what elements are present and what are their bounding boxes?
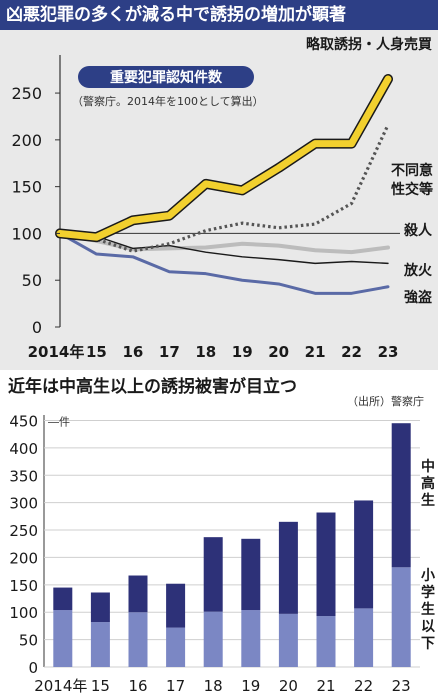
x-tick-label: 19 bbox=[241, 677, 260, 695]
bar-segment-elementary bbox=[391, 567, 411, 667]
bar-segment-elementary bbox=[53, 610, 73, 667]
bar-segment-secondary bbox=[391, 423, 411, 568]
series-line bbox=[59, 124, 390, 253]
series-label-secondary: 中高生 bbox=[421, 458, 435, 509]
line-chart: 0 50 100 150 200 250 2014年 15 16 17 18 19 20 21 22 23 略… bbox=[0, 30, 438, 370]
chart1-title: 重要犯罪認知件数 bbox=[110, 69, 223, 86]
x-tick-label: 2014年 bbox=[28, 343, 85, 361]
bar-segment-secondary bbox=[354, 500, 374, 609]
series-line bbox=[59, 232, 389, 265]
bar-segment-elementary bbox=[278, 613, 298, 667]
bar-segment-elementary bbox=[166, 627, 186, 667]
y-tick-label: 200 bbox=[9, 549, 38, 567]
x-tick-label: 18 bbox=[204, 677, 223, 695]
bar-chart: 0 50 100 150 200 250 300 350 400 450 ―件 2014年 15 16 17… bbox=[0, 405, 438, 699]
y-tick-label: 50 bbox=[22, 271, 42, 290]
x-tick-label: 16 bbox=[128, 677, 147, 695]
series-label-arson: 放火 bbox=[403, 262, 433, 279]
chart2-title: 近年は中高生以上の誘拐被害が目立つ bbox=[8, 377, 297, 397]
y-tick-label: 150 bbox=[9, 577, 38, 595]
x-tick-label: 17 bbox=[159, 343, 180, 361]
y-tick-label: 300 bbox=[9, 495, 38, 513]
x-tick-label: 20 bbox=[279, 677, 298, 695]
chart1-subtitle: （警察庁。2014年を100として算出） bbox=[72, 94, 264, 108]
series-line bbox=[58, 231, 390, 295]
bar-segment-secondary bbox=[128, 575, 148, 613]
line-chart-svg: 0 50 100 150 200 250 2014年 15 16 17 18 19 20 21 22 23 略… bbox=[11, 36, 433, 361]
x-tick-label: 22 bbox=[341, 343, 362, 361]
series-label-murder: 殺人 bbox=[403, 222, 433, 239]
bar-segment-elementary bbox=[128, 612, 148, 667]
y-tick-label: 150 bbox=[11, 178, 42, 197]
x-tick-label: 20 bbox=[268, 343, 289, 361]
bar-segment-elementary bbox=[241, 610, 261, 667]
series-label-kidnapping: 略取誘拐・人身売買 bbox=[306, 36, 433, 53]
x-tick-label: 17 bbox=[166, 677, 185, 695]
x-tick-label: 21 bbox=[316, 677, 335, 695]
pill-background bbox=[78, 66, 254, 88]
bar-segment-elementary bbox=[203, 611, 223, 667]
bar-chart-svg: 0 50 100 150 200 250 300 350 400 450 ―件 2014年 15 16 17… bbox=[9, 412, 435, 695]
y-tick-label: 350 bbox=[9, 467, 38, 485]
x-tick-label: 18 bbox=[195, 343, 216, 361]
chart2-source: （出所）警察庁 bbox=[347, 395, 424, 408]
bar-segment-elementary bbox=[90, 622, 110, 667]
series-label-sexual-assault: 不同意性交等 bbox=[391, 162, 433, 198]
y-tick-label: 0 bbox=[28, 659, 38, 677]
bar-segment-secondary bbox=[203, 537, 223, 612]
x-tick-label: 15 bbox=[91, 677, 110, 695]
y-tick-label: 400 bbox=[9, 440, 38, 458]
y-tick-label: 0 bbox=[32, 318, 42, 337]
y-tick-label: 250 bbox=[11, 84, 42, 103]
series-label-elementary: 小学生以下 bbox=[421, 568, 435, 652]
bar-segment-secondary bbox=[316, 512, 336, 617]
x-tick-label: 2014年 bbox=[34, 677, 87, 695]
x-tick-label: 19 bbox=[232, 343, 253, 361]
y-tick-label: 200 bbox=[11, 131, 42, 150]
y-unit-label: ―件 bbox=[48, 415, 70, 428]
x-tick-label: 23 bbox=[392, 677, 411, 695]
x-tick-label: 23 bbox=[378, 343, 399, 361]
series-label-robbery: 強盗 bbox=[404, 289, 433, 306]
x-tick-label: 22 bbox=[354, 677, 373, 695]
bar-segment-secondary bbox=[278, 521, 298, 614]
series-line bbox=[56, 75, 392, 241]
y-tick-label: 450 bbox=[9, 412, 38, 430]
bar-segment-elementary bbox=[316, 616, 336, 667]
x-tick-label: 16 bbox=[122, 343, 143, 361]
bar-segment-secondary bbox=[166, 583, 186, 628]
y-tick-label: 100 bbox=[9, 604, 38, 622]
y-tick-label: 250 bbox=[9, 522, 38, 540]
y-tick-label: 100 bbox=[11, 224, 42, 243]
x-tick-label: 21 bbox=[305, 343, 326, 361]
y-tick-label: 50 bbox=[19, 632, 38, 650]
x-tick-label: 15 bbox=[86, 343, 107, 361]
bar-segment-secondary bbox=[241, 538, 261, 611]
banner-title: 凶悪犯罪の多くが減る中で誘拐の増加が顕著 bbox=[0, 0, 438, 30]
chart-title-pill: 重要犯罪認知件数 bbox=[78, 66, 254, 88]
bar-segment-elementary bbox=[354, 608, 374, 667]
bar-segment-secondary bbox=[90, 592, 110, 623]
bar-segment-secondary bbox=[53, 587, 73, 611]
